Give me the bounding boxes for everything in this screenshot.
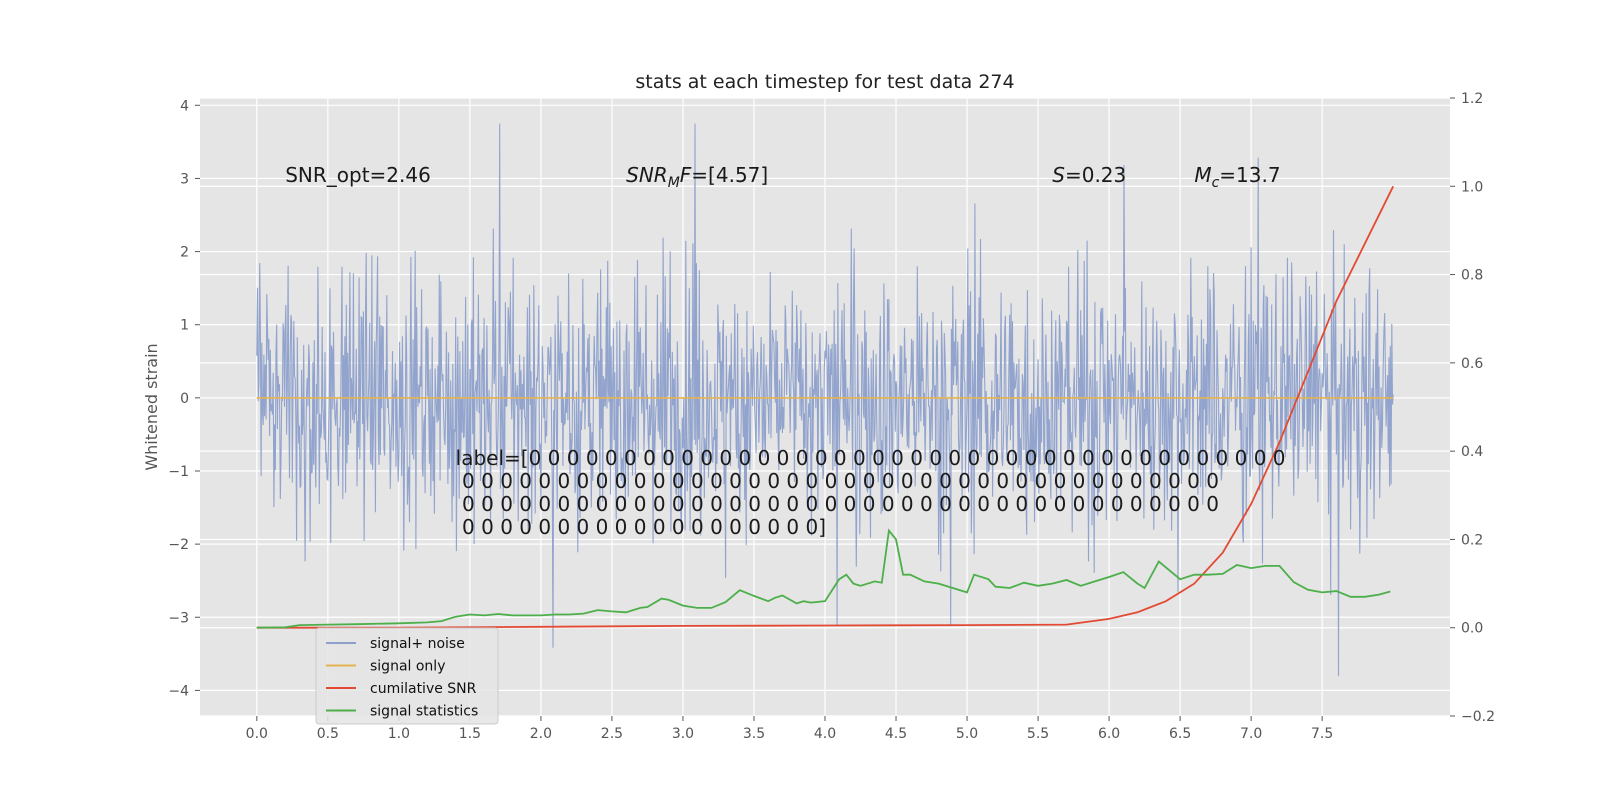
series-line-cumilative-snr	[256, 185, 1395, 629]
legend: signal+ noise signal only cumilative SNR si…	[315, 627, 499, 725]
y-axis-left-title: Whitened strain	[142, 343, 161, 470]
annotation-part: =13.7	[1219, 163, 1280, 187]
label-line: 0 0 0 0 0 0 0 0 0 0 0 0 0 0 0 0 0 0 0 0 …	[456, 469, 1219, 493]
legend-label: cumilative SNR	[370, 681, 477, 697]
y-left-tick-label: 1	[180, 318, 189, 334]
series-lines	[256, 185, 1395, 629]
legend-label: signal+ noise	[370, 636, 465, 652]
label-line: 0 0 0 0 0 0 0 0 0 0 0 0 0 0 0 0 0 0 0]	[456, 515, 826, 539]
x-tick-label: 0.5	[317, 726, 339, 742]
annotation-part: =[4.57]	[691, 163, 768, 187]
series-line-signal-statistics	[256, 528, 1391, 629]
y-right-tick-label: 1.2	[1461, 91, 1483, 107]
y-left-tick-label: −4	[168, 683, 189, 699]
y-left-tick-label: −1	[168, 464, 189, 480]
y-left-tick-label: −3	[168, 610, 189, 626]
x-tick-label: 0.0	[246, 726, 268, 742]
y-left-tick-label: 3	[180, 171, 189, 187]
annotations: SNR_opt=2.46 SNRMF=[4.57] S=0.23 Mc=13.7	[285, 163, 1280, 191]
x-tick-label: 3.0	[672, 726, 694, 742]
x-tick-label: 2.5	[601, 726, 623, 742]
x-tick-label: 7.0	[1240, 726, 1262, 742]
y-right-tick-label: 1.0	[1461, 179, 1483, 195]
y-right-tick-label: 0.0	[1461, 621, 1483, 637]
y-axis-left: 4 3 2 1 0 −1 −2 −3 −4	[168, 98, 200, 699]
x-tick-label: 4.5	[885, 726, 907, 742]
annotation: Mc=13.7	[1194, 163, 1280, 191]
x-tick-label: 6.0	[1098, 726, 1120, 742]
x-tick-label: 7.5	[1311, 726, 1333, 742]
legend-box	[315, 627, 499, 725]
annotation: S=0.23	[1052, 163, 1126, 187]
annotation: SNR_opt=2.46	[285, 163, 431, 187]
annotation-part: =0.23	[1065, 163, 1126, 187]
y-right-tick-label: 0.8	[1461, 268, 1483, 284]
y-right-tick-label: −0.2	[1461, 709, 1495, 725]
annotation-part: M	[668, 175, 680, 191]
series-signal-noise	[256, 123, 1394, 677]
annotation: SNRMF=[4.57]	[626, 163, 768, 191]
chart-title: stats at each timestep for test data 274	[635, 71, 1014, 93]
x-tick-label: 1.0	[388, 726, 410, 742]
y-axis-right: 1.2 1.0 0.8 0.6 0.4 0.2 0.0 −0.2	[1450, 91, 1495, 725]
x-tick-label: 2.0	[530, 726, 552, 742]
x-tick-label: 4.0	[814, 726, 836, 742]
label-line: 0 0 0 0 0 0 0 0 0 0 0 0 0 0 0 0 0 0 0 0 …	[456, 492, 1219, 516]
signal-noise-line	[256, 123, 1394, 677]
x-tick-label: 3.5	[743, 726, 765, 742]
annotation-part: M	[1194, 163, 1211, 187]
annotation-part: F	[680, 163, 692, 187]
legend-label: signal only	[370, 659, 445, 675]
annotation-part: S	[1052, 163, 1065, 187]
x-tick-label: 5.0	[956, 726, 978, 742]
y-right-tick-label: 0.2	[1461, 532, 1483, 548]
y-left-tick-label: 4	[180, 98, 189, 114]
label-line: label=[0 0 0 0 0 0 0 0 0 0 0 0 0 0 0 0 0…	[456, 446, 1286, 470]
y-left-tick-label: −2	[168, 537, 189, 553]
legend-label: signal statistics	[370, 704, 478, 720]
label-block: label=[0 0 0 0 0 0 0 0 0 0 0 0 0 0 0 0 0…	[456, 446, 1286, 539]
y-right-tick-label: 0.6	[1461, 356, 1483, 372]
y-right-tick-label: 0.4	[1461, 444, 1483, 460]
annotation-part: SNR	[626, 163, 668, 187]
annotation-part: SNR_opt=2.46	[285, 163, 431, 187]
x-axis: 0.0 0.5 1.0 1.5 2.0 2.5 3.0 3.5 4.0 4.5 5.0 5.5 6.0 6…	[246, 716, 1333, 742]
y-left-tick-label: 2	[180, 245, 189, 261]
annotation-part: c	[1212, 175, 1220, 191]
x-tick-label: 6.5	[1169, 726, 1191, 742]
y-left-tick-label: 0	[180, 391, 189, 407]
x-tick-label: 1.5	[459, 726, 481, 742]
x-tick-label: 5.5	[1027, 726, 1049, 742]
